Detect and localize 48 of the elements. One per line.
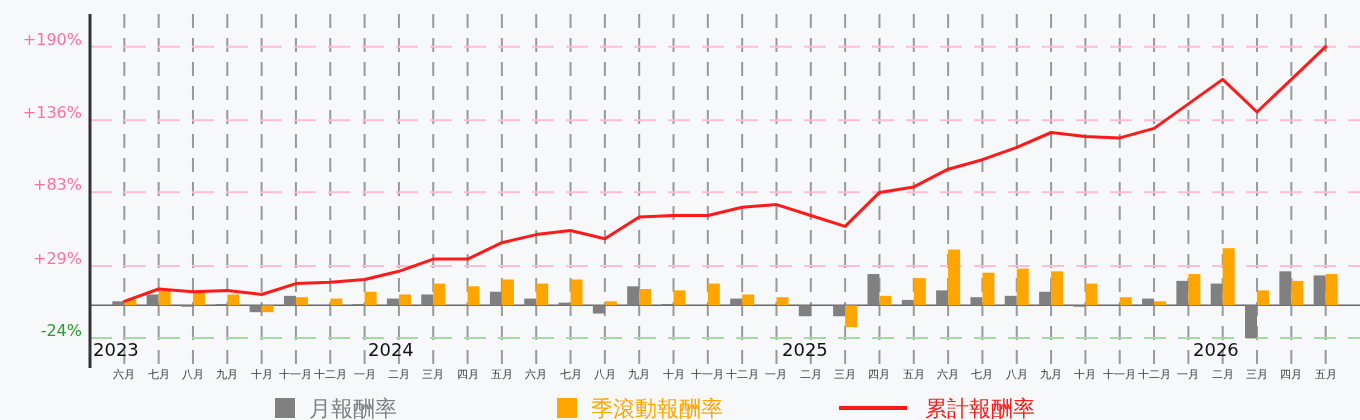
x-tick-label: 八月 [181, 368, 204, 381]
x-tick-label: 四月 [1280, 368, 1303, 381]
x-tick-label: 十月 [662, 368, 685, 381]
annotation: 2025 [782, 339, 828, 360]
y-tick-label: +190% [22, 29, 82, 49]
x-tick-label: 五月 [1314, 368, 1337, 381]
x-tick-label: 六月 [937, 368, 960, 381]
legend-label: 月報酬率 [309, 396, 397, 420]
x-tick-label: 十月 [1074, 368, 1097, 381]
x-tick-label: 十二月 [725, 368, 759, 381]
x-tick-label: 六月 [113, 368, 136, 381]
x-tick-label: 二月 [387, 368, 410, 381]
x-tick-label: 一月 [353, 368, 376, 381]
x-tick-label: 九月 [628, 368, 651, 381]
x-tick-label: 二月 [799, 368, 822, 381]
x-tick-label: 十一月 [279, 368, 313, 381]
x-tick-label: 六月 [525, 368, 548, 381]
x-tick-label: 四月 [456, 368, 479, 381]
x-tick-label: 五月 [490, 368, 513, 381]
x-tick-label: 七月 [971, 368, 994, 381]
annotation: 2024 [368, 339, 414, 360]
x-tick-label: 八月 [593, 368, 616, 381]
x-tick-label: 一月 [765, 368, 788, 381]
x-tick-label: 十二月 [313, 368, 347, 381]
x-tick-label: 八月 [1005, 368, 1028, 381]
y-tick-label: +136% [22, 103, 82, 123]
x-tick-label: 十月 [250, 368, 273, 381]
x-tick-label: 四月 [868, 368, 891, 381]
x-tick-label: 十一月 [1103, 368, 1137, 381]
x-tick-label: 三月 [1246, 368, 1269, 381]
annotation: 2023 [93, 339, 139, 360]
y-tick-label: +29% [33, 248, 82, 268]
x-tick-label: 七月 [147, 368, 170, 381]
x-tick-label: 五月 [902, 368, 925, 381]
legend-label: 累計報酬率 [925, 396, 1035, 420]
legend-label: 季滾動報酬率 [591, 396, 723, 420]
x-tick-label: 三月 [834, 368, 857, 381]
x-tick-label: 二月 [1211, 368, 1234, 381]
x-tick-label: 九月 [216, 368, 239, 381]
y-tick-label: -24% [40, 321, 82, 341]
y-tick-label: +83% [33, 175, 82, 195]
x-tick-label: 七月 [559, 368, 582, 381]
annotation: 2026 [1193, 339, 1239, 360]
x-tick-label: 九月 [1040, 368, 1063, 381]
x-tick-label: 十二月 [1137, 368, 1171, 381]
x-tick-label: 一月 [1177, 368, 1200, 381]
x-tick-label: 十一月 [691, 368, 725, 381]
x-tick-label: 三月 [422, 368, 445, 381]
